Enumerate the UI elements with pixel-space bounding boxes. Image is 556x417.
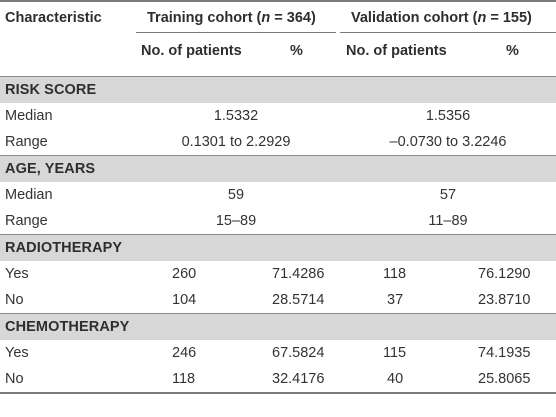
- header-row-subcolumns: No. of patients % No. of patients %: [0, 34, 556, 76]
- chemo-no-validation-pct: 25.8065: [478, 371, 531, 387]
- table-row: Range 0.1301 to 2.2929 –0.0730 to 3.2246: [0, 129, 556, 155]
- chemo-no-training-pct: 32.4176: [272, 371, 325, 387]
- section-title-risk-score: RISK SCORE: [5, 82, 97, 98]
- validation-n: n: [477, 10, 487, 26]
- risk-range-training: 0.1301 to 2.2929: [181, 134, 291, 150]
- risk-median-training: 1.5332: [213, 108, 259, 124]
- row-label: Median: [5, 108, 53, 124]
- row-label: Median: [5, 187, 53, 203]
- row-label: Range: [5, 134, 48, 150]
- section-chemotherapy: CHEMOTHERAPY: [0, 313, 556, 340]
- validation-prefix: Validation cohort (: [351, 10, 478, 26]
- radio-yes-validation-pct: 76.1290: [478, 266, 531, 282]
- chemo-yes-validation-n: 115: [383, 345, 407, 361]
- age-range-validation: 11–89: [428, 213, 468, 229]
- bottom-rule: [0, 392, 556, 394]
- section-age-years: AGE, YEARS: [0, 155, 556, 182]
- validation-underline: [340, 32, 556, 33]
- age-range-training: 15–89: [215, 213, 257, 229]
- header-validation-pct: %: [506, 43, 519, 59]
- row-label: No: [5, 371, 24, 387]
- radio-yes-validation-n: 118: [383, 266, 407, 282]
- training-n: n: [261, 10, 271, 26]
- training-underline: [136, 32, 336, 33]
- section-title-age: AGE, YEARS: [5, 161, 96, 177]
- section-title-radiotherapy: RADIOTHERAPY: [5, 240, 123, 256]
- row-label: Yes: [5, 266, 29, 282]
- radio-yes-training-n: 260: [172, 266, 197, 282]
- radio-no-training-n: 104: [172, 292, 197, 308]
- chemo-yes-training-n: 246: [172, 345, 197, 361]
- header-row-cohorts: Characteristic Training cohort (n = 364)…: [0, 2, 556, 34]
- row-label: No: [5, 292, 24, 308]
- header-training-pct: %: [290, 43, 303, 59]
- age-median-training: 59: [227, 187, 245, 203]
- radio-no-validation-pct: 23.8710: [478, 292, 531, 308]
- chemo-yes-validation-pct: 74.1935: [478, 345, 531, 361]
- table-row: Yes 260 71.4286 118 76.1290: [0, 261, 556, 287]
- age-median-validation: 57: [439, 187, 457, 203]
- header-validation-no-patients: No. of patients: [346, 43, 447, 59]
- row-label: Yes: [5, 345, 29, 361]
- top-rule: [0, 0, 556, 2]
- header-training-no-patients: No. of patients: [141, 43, 242, 59]
- table-row: Range 15–89 11–89: [0, 208, 556, 234]
- radio-no-validation-n: 37: [387, 292, 404, 308]
- table-row: No 104 28.5714 37 23.8710: [0, 287, 556, 313]
- chemo-yes-training-pct: 67.5824: [272, 345, 325, 361]
- table-row: Median 1.5332 1.5356: [0, 103, 556, 129]
- header-characteristic: Characteristic: [5, 10, 102, 26]
- risk-median-validation: 1.5356: [425, 108, 471, 124]
- characteristics-table: Characteristic Training cohort (n = 364)…: [0, 0, 556, 394]
- radio-no-training-pct: 28.5714: [272, 292, 325, 308]
- radio-yes-training-pct: 71.4286: [272, 266, 325, 282]
- training-prefix: Training cohort (: [147, 10, 262, 26]
- row-label: Range: [5, 213, 48, 229]
- training-suffix: = 364): [270, 10, 316, 26]
- chemo-no-validation-n: 40: [387, 371, 404, 387]
- section-risk-score: RISK SCORE: [0, 76, 556, 103]
- section-radiotherapy: RADIOTHERAPY: [0, 234, 556, 261]
- validation-suffix: = 155): [486, 10, 532, 26]
- section-title-chemotherapy: CHEMOTHERAPY: [5, 319, 130, 335]
- header-training-cohort: Training cohort (n = 364): [147, 9, 316, 27]
- table-row: No 118 32.4176 40 25.8065: [0, 366, 556, 392]
- table-row: Yes 246 67.5824 115 74.1935: [0, 340, 556, 366]
- risk-range-validation: –0.0730 to 3.2246: [389, 134, 507, 150]
- table-row: Median 59 57: [0, 182, 556, 208]
- chemo-no-training-n: 118: [172, 371, 196, 387]
- header-validation-cohort: Validation cohort (n = 155): [351, 9, 532, 27]
